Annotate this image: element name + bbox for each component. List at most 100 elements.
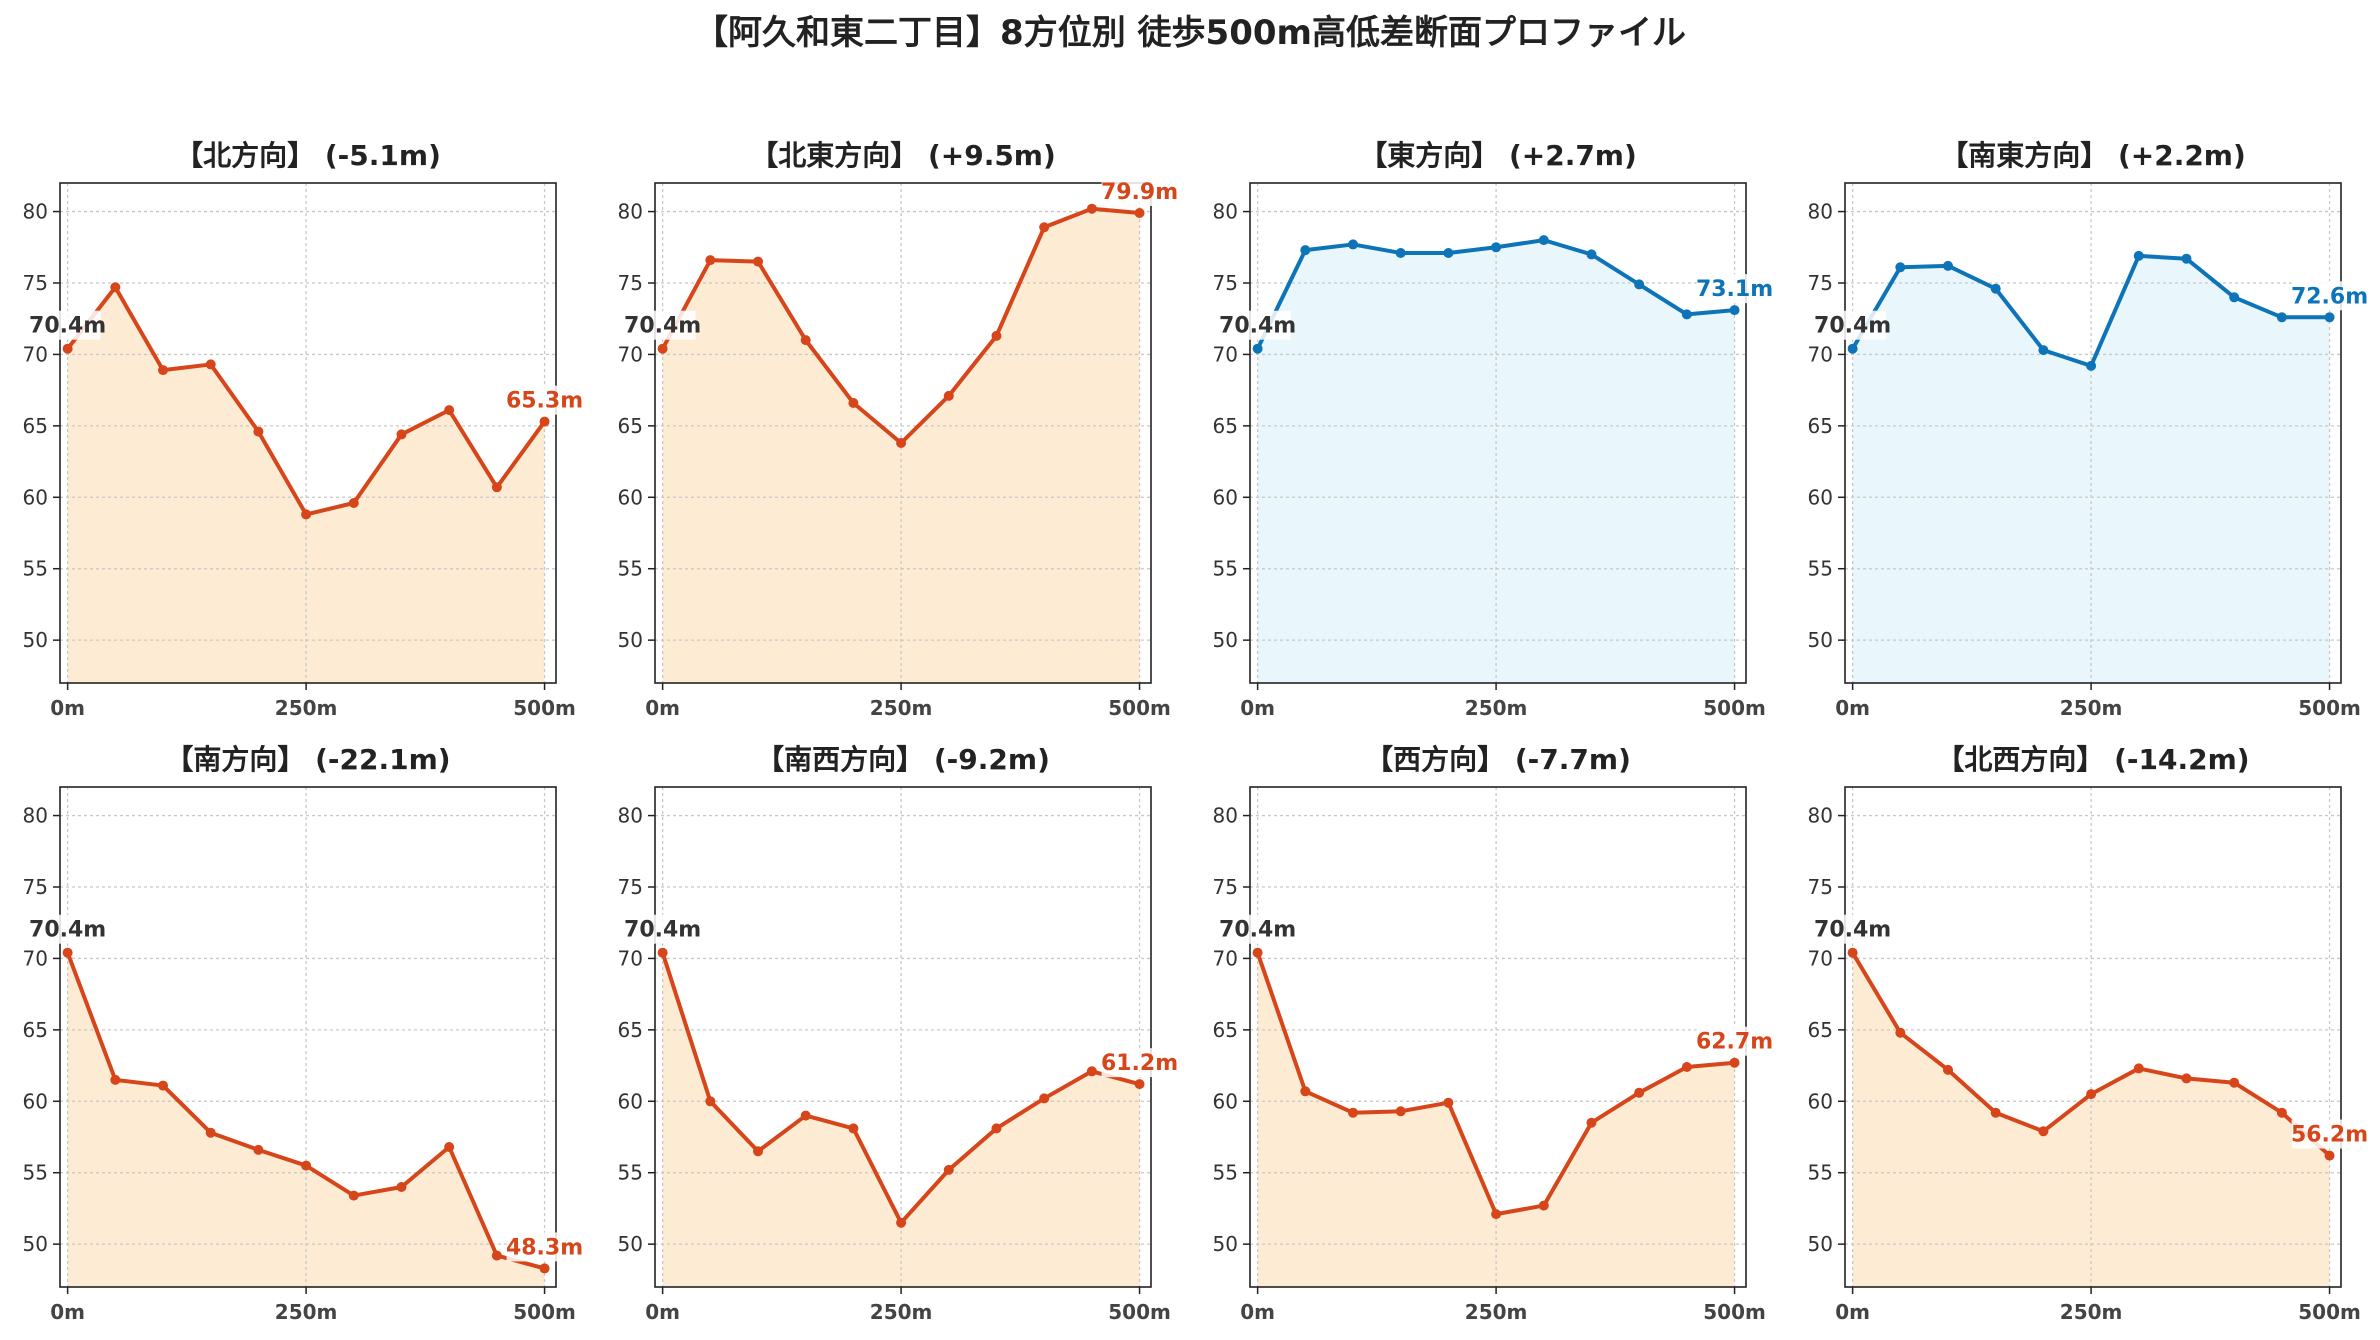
data-point <box>1729 305 1740 316</box>
data-point <box>1348 1107 1359 1118</box>
panel-title: 【南西方向】 (-9.2m) <box>756 743 1050 776</box>
start-label-box <box>34 914 101 944</box>
end-value-label: 61.2m <box>1101 1051 1178 1076</box>
y-tick-label: 80 <box>1808 200 1833 224</box>
x-tick-label: 500m <box>1108 696 1171 720</box>
x-tick-label: 0m <box>1240 1300 1275 1324</box>
y-tick-label: 50 <box>23 628 48 652</box>
data-point <box>896 438 907 448</box>
y-tick-label: 75 <box>618 271 643 295</box>
x-tick-label: 250m <box>275 696 338 720</box>
data-point <box>1252 343 1263 354</box>
y-tick-label: 75 <box>23 875 48 899</box>
panel-title: 【南方向】 (-22.1m) <box>165 743 450 776</box>
data-point <box>1943 1064 1954 1075</box>
y-tick-label: 50 <box>1213 628 1238 652</box>
data-point <box>1990 1107 2001 1118</box>
data-point <box>444 405 455 416</box>
data-point <box>158 1080 169 1091</box>
y-tick-label: 65 <box>1808 1018 1833 1042</box>
data-point <box>2276 312 2287 323</box>
y-tick-label: 60 <box>1213 1089 1238 1113</box>
data-point <box>1634 1087 1645 1098</box>
y-tick-label: 50 <box>23 1232 48 1256</box>
y-tick-label: 65 <box>618 1018 643 1042</box>
data-point <box>491 482 502 493</box>
data-point <box>62 343 73 354</box>
data-point <box>1086 203 1097 214</box>
axes-frame <box>1249 182 1747 684</box>
data-point <box>301 509 312 520</box>
y-tick-label: 50 <box>1213 1232 1238 1256</box>
data-point <box>1039 222 1050 233</box>
start-label-box <box>1819 310 1886 340</box>
end-label-box <box>506 1232 583 1262</box>
data-point <box>1443 248 1454 258</box>
y-tick-label: 60 <box>1213 485 1238 509</box>
data-point <box>539 416 550 427</box>
x-tick-label: 250m <box>870 696 933 720</box>
area-fill <box>662 952 1140 1287</box>
y-tick-label: 80 <box>23 804 48 828</box>
y-tick-label: 65 <box>1808 414 1833 438</box>
data-point <box>1300 245 1311 256</box>
y-tick-label: 70 <box>1213 946 1238 970</box>
y-tick-label: 55 <box>1808 557 1833 581</box>
start-value-label: 70.4m <box>1814 918 1891 943</box>
data-point <box>1681 309 1692 320</box>
data-point <box>657 947 668 958</box>
data-point <box>1847 343 1858 354</box>
panel-title: 【北西方向】 (-14.2m) <box>1936 743 2249 776</box>
y-tick-label: 55 <box>618 1161 643 1185</box>
chart-panel-4: 50 55 60 65 70 75 80 0m 250m 500m 【南東方向】 (+2.2m) 70… <box>1808 139 2369 720</box>
data-point <box>1491 242 1502 253</box>
data-point <box>1443 1097 1454 1108</box>
x-tick-label: 0m <box>645 1300 680 1324</box>
data-point <box>396 1182 407 1192</box>
start-label-box <box>1224 310 1291 340</box>
y-tick-label: 65 <box>618 414 643 438</box>
data-point <box>2324 312 2335 323</box>
x-tick-label: 500m <box>2298 696 2361 720</box>
y-tick-label: 55 <box>23 1161 48 1185</box>
axes-frame <box>59 786 557 1288</box>
axes-frame <box>1844 182 2342 684</box>
data-point <box>62 947 73 958</box>
panel-title: 【西方向】 (-7.7m) <box>1365 743 1631 776</box>
x-tick-label: 250m <box>870 1300 933 1324</box>
data-point <box>848 398 859 408</box>
data-point <box>2133 250 2144 261</box>
x-tick-label: 250m <box>1465 696 1528 720</box>
x-tick-label: 500m <box>1108 1300 1171 1324</box>
data-point <box>848 1123 859 1134</box>
data-point <box>1395 1106 1406 1117</box>
axes-frame <box>1844 786 2342 1288</box>
data-point <box>943 390 954 401</box>
start-value-label: 70.4m <box>29 314 106 339</box>
data-point <box>2086 360 2097 371</box>
chart-panel-7: 50 55 60 65 70 75 80 0m 250m 500m 【西方向】 (-7.7m) 70.… <box>1213 743 1774 1324</box>
data-point <box>2086 1089 2097 1100</box>
y-tick-label: 50 <box>1808 1232 1833 1256</box>
end-value-label: 73.1m <box>1696 277 1773 302</box>
y-tick-label: 75 <box>1808 875 1833 899</box>
end-label-box <box>1696 1026 1773 1056</box>
y-tick-label: 80 <box>618 200 643 224</box>
data-point <box>1634 279 1645 290</box>
panel-title: 【南東方向】 (+2.2m) <box>1940 139 2246 172</box>
data-point <box>2229 1077 2240 1088</box>
data-point <box>1729 1057 1740 1068</box>
panel-title: 【北東方向】 (+9.5m) <box>750 139 1056 172</box>
data-point <box>110 1074 121 1085</box>
y-tick-label: 80 <box>23 200 48 224</box>
data-point <box>1586 249 1597 260</box>
end-value-label: 72.6m <box>2291 284 2368 309</box>
data-point <box>2181 253 2192 264</box>
y-tick-label: 75 <box>1808 271 1833 295</box>
data-point <box>1895 262 1906 273</box>
data-point <box>1395 248 1406 258</box>
data-point <box>1943 260 1954 271</box>
data-point <box>2276 1107 2287 1118</box>
data-point <box>253 426 264 437</box>
